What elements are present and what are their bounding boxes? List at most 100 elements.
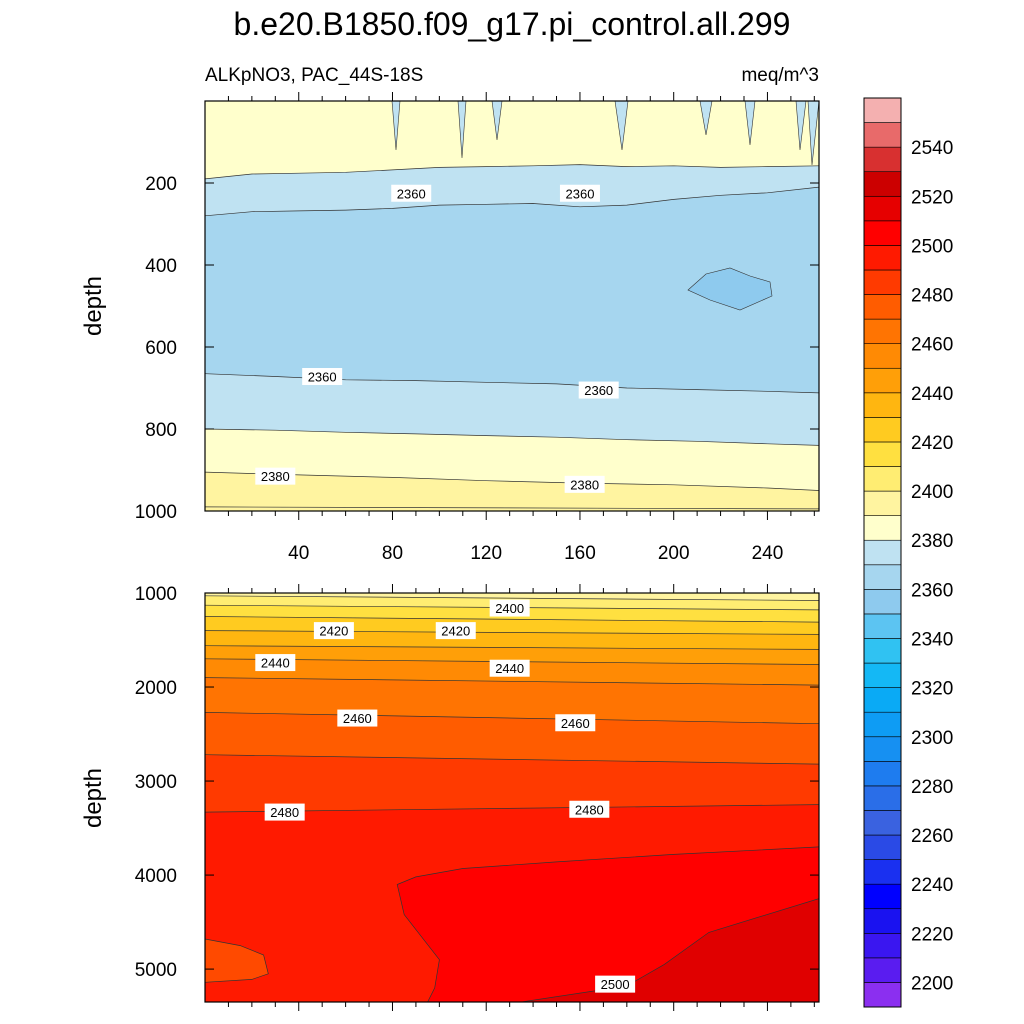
upper-x-tick-label: 40 <box>288 543 309 564</box>
colorbar-box-2290 <box>863 736 902 762</box>
contour-label-text: 2380 <box>261 469 290 484</box>
colorbar-box-2200 <box>863 957 902 983</box>
lower-contour-2490 <box>205 938 269 983</box>
surface-finger-5 <box>699 101 713 136</box>
colorbar-tick-label: 2400 <box>911 482 953 503</box>
upper-x-tick-label: 120 <box>470 543 502 564</box>
lower-contour-label-3: 2440 <box>255 654 296 672</box>
colorbar-box-2210 <box>863 932 902 959</box>
colorbar-tick-label: 2200 <box>911 973 953 994</box>
colorbar-box-2510 <box>863 195 902 222</box>
surface-finger-8 <box>807 101 819 166</box>
lower-contour-label-9: 2500 <box>595 975 636 993</box>
contour-label-bg <box>578 381 619 399</box>
colorbar-box-2420 <box>863 417 902 443</box>
colorbar-box-2500 <box>863 220 902 246</box>
lower-contour-2430 <box>205 645 819 650</box>
colorbar-box-2490 <box>863 245 902 271</box>
colorbar-tick-label: 2300 <box>911 728 953 749</box>
colorbar: 2200 2220 2240 2260 2280 2300 2320 2340 2360 2380… <box>863 97 953 1008</box>
contour-label-bg <box>489 659 530 677</box>
upper-y-tick-label: 200 <box>145 174 177 195</box>
contour-label-text: 2460 <box>343 711 372 726</box>
contour-label-bg <box>255 654 296 672</box>
colorbar-tick-label: 2280 <box>911 777 953 798</box>
upper-contour-label-0: 2360 <box>391 184 432 202</box>
contour-label-bg <box>595 975 636 993</box>
contour-label-text: 2360 <box>397 186 426 201</box>
lower-y-tick-label: 3000 <box>135 772 177 793</box>
colorbar-box-2450 <box>863 343 902 369</box>
colorbar-box-2240 <box>863 859 902 885</box>
colorbar-tick-label: 2220 <box>911 924 953 945</box>
lower-contour-label-5: 2460 <box>337 709 378 727</box>
colorbar-box-2470 <box>863 294 902 320</box>
colorbar-box-2230 <box>863 883 902 910</box>
units-label: meq/m^3 <box>741 65 819 86</box>
colorbar-tick-label: 2540 <box>911 138 953 159</box>
lower-panel: 2400 2420 2420 2440 2440 2460 2460 2480 2480 2500… <box>80 584 820 1011</box>
colorbar-tick-label: 2320 <box>911 679 953 700</box>
colorbar-box-2330 <box>863 638 902 664</box>
colorbar-tick-label: 2420 <box>911 433 953 454</box>
colorbar-frame <box>863 97 902 1008</box>
lower-y-axis-title: depth <box>80 768 107 828</box>
lower-contour-label-7: 2480 <box>264 803 305 821</box>
colorbar-tick-label: 2360 <box>911 580 953 601</box>
upper-y-axis-title: depth <box>80 276 107 336</box>
upper-contour-2370 <box>205 471 819 491</box>
lower-contour-lines <box>205 595 819 1002</box>
upper-fill-bands <box>205 101 819 511</box>
upper-contour-label-1: 2360 <box>559 184 600 202</box>
contour-label-bg <box>255 467 296 485</box>
upper-eddy-patch <box>687 267 773 311</box>
colorbar-box-2310 <box>863 687 902 713</box>
colorbar-tick-label: 2380 <box>911 531 953 552</box>
colorbar-box-2370 <box>863 539 902 566</box>
colorbar-box-2540 <box>863 122 902 148</box>
contour-label-text: 2400 <box>495 601 524 616</box>
contour-label-bg <box>302 368 343 386</box>
upper-x-tick-label: 80 <box>382 543 403 564</box>
surface-finger-1 <box>391 101 401 151</box>
lower-contour-2500 <box>521 898 819 1002</box>
upper-panel: 2360 2360 2360 2360 2380 2380 200 400 600 800 100… <box>80 92 820 564</box>
upper-contour-2380 <box>205 506 819 510</box>
colorbar-box-2350 <box>863 589 902 615</box>
lower-fill-bands <box>205 593 819 1002</box>
colorbar-box-2460 <box>863 318 902 344</box>
colorbar-box-2400 <box>863 466 902 492</box>
upper-contour-2360 <box>205 186 819 217</box>
lower-contour-label-8: 2480 <box>569 800 610 818</box>
contour-label-bg <box>313 622 354 640</box>
colorbar-box-2520 <box>863 171 902 197</box>
lower-contour-2480 <box>205 804 819 813</box>
colorbar-box-2270 <box>863 785 902 811</box>
upper-contour-lines <box>205 164 819 510</box>
contour-label-text: 2380 <box>570 477 599 492</box>
colorbar-tick-label: 2500 <box>911 236 953 257</box>
contour-label-text: 2440 <box>495 661 524 676</box>
contour-label-bg <box>489 599 530 617</box>
contour-label-text: 2440 <box>261 656 290 671</box>
lower-contour-label-0: 2400 <box>489 599 530 617</box>
lower-band-2490-west <box>205 939 269 983</box>
contour-label-bg <box>435 622 476 640</box>
lower-contour-2450 <box>205 677 819 686</box>
colorbar-box-2190 <box>863 982 902 1008</box>
upper-y-tick-label: 400 <box>145 256 177 277</box>
lower-y-tick-label: 5000 <box>135 960 177 981</box>
colorbar-box-2550 <box>863 97 902 123</box>
figure-title: b.e20.B1850.f09_g17.pi_control.all.299 <box>234 6 791 42</box>
colorbar-box-2390 <box>863 490 902 516</box>
lower-contour-label-6: 2460 <box>555 714 596 732</box>
surface-finger-3 <box>491 101 503 141</box>
lower-contour-2410 <box>205 616 819 623</box>
contour-label-text: 2480 <box>270 805 299 820</box>
lower-contour-2390 <box>205 595 819 601</box>
contour-label-text: 2480 <box>575 802 604 817</box>
contour-label-bg <box>391 184 432 202</box>
lower-contour-label-4: 2440 <box>489 659 530 677</box>
surface-finger-2 <box>457 101 467 159</box>
